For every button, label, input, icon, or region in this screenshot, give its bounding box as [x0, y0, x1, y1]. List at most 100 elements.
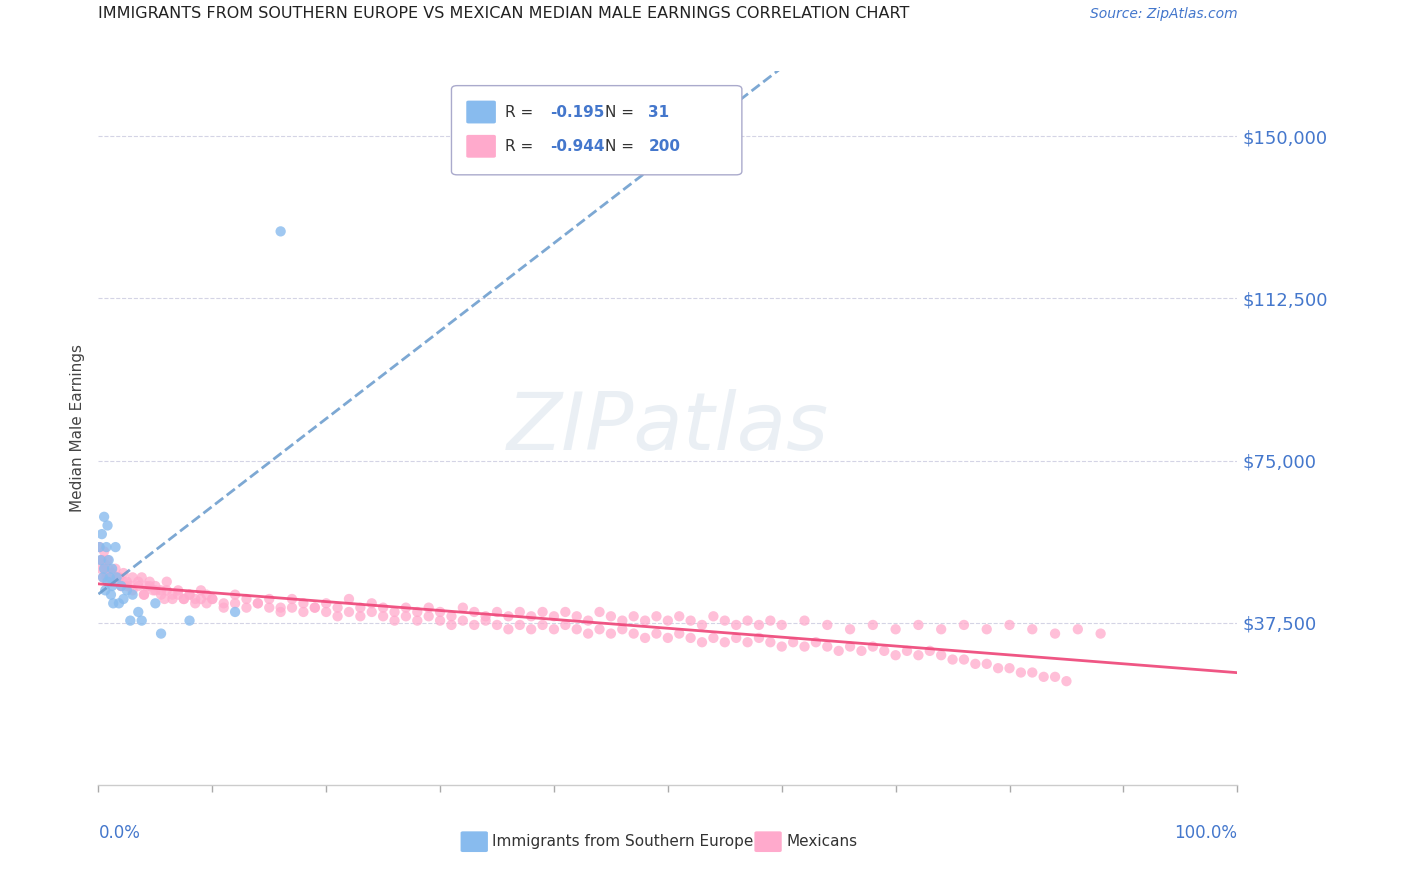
Point: [91, 570, 114, 584]
Point: [98, 570, 121, 584]
Point: [100, 588, 122, 602]
Point: [588, 605, 610, 619]
Point: [89, 540, 111, 554]
Point: [690, 635, 713, 649]
Point: [725, 618, 748, 632]
Point: [998, 661, 1021, 675]
Point: [828, 644, 851, 658]
Point: [486, 605, 509, 619]
Point: [108, 570, 131, 584]
Point: [101, 574, 124, 589]
Point: [96, 518, 118, 533]
Point: [1021, 665, 1043, 680]
Point: [121, 583, 143, 598]
Point: [101, 566, 124, 580]
Point: [224, 596, 246, 610]
Point: [1032, 670, 1054, 684]
Point: [96, 566, 118, 580]
Text: ZIPatlas: ZIPatlas: [506, 389, 830, 467]
Point: [371, 609, 394, 624]
Point: [184, 592, 207, 607]
Point: [520, 609, 543, 624]
Text: -0.944: -0.944: [551, 139, 605, 153]
Point: [576, 626, 599, 640]
Point: [429, 605, 451, 619]
Point: [105, 570, 128, 584]
Point: [463, 605, 485, 619]
Point: [623, 626, 645, 640]
Point: [91, 570, 114, 584]
Point: [349, 609, 371, 624]
Point: [104, 574, 127, 589]
Point: [93, 509, 115, 524]
Point: [112, 574, 135, 589]
Point: [93, 562, 115, 576]
Point: [162, 588, 184, 602]
Point: [96, 553, 118, 567]
Point: [839, 640, 862, 654]
Point: [702, 609, 724, 624]
Point: [201, 592, 224, 607]
Point: [668, 626, 690, 640]
Point: [918, 644, 941, 658]
Point: [531, 605, 554, 619]
Point: [138, 579, 160, 593]
Point: [737, 635, 759, 649]
Point: [190, 583, 212, 598]
Point: [112, 592, 135, 607]
Point: [782, 635, 804, 649]
Point: [531, 618, 554, 632]
Point: [108, 570, 131, 584]
Point: [90, 553, 112, 567]
Point: [90, 553, 112, 567]
Point: [679, 631, 702, 645]
Point: [440, 609, 463, 624]
Point: [725, 631, 748, 645]
Point: [451, 600, 474, 615]
Point: [103, 596, 125, 610]
Point: [179, 588, 201, 602]
Point: [929, 622, 952, 636]
Point: [486, 618, 509, 632]
Point: [929, 648, 952, 663]
Point: [315, 596, 337, 610]
Point: [543, 609, 565, 624]
Point: [862, 640, 884, 654]
FancyBboxPatch shape: [451, 86, 742, 175]
Point: [97, 553, 120, 567]
Point: [131, 614, 153, 628]
Point: [463, 618, 485, 632]
Point: [690, 618, 713, 632]
Point: [884, 648, 907, 663]
Point: [395, 600, 418, 615]
Point: [702, 631, 724, 645]
Point: [90, 553, 112, 567]
Point: [1043, 626, 1066, 640]
Point: [115, 574, 138, 589]
Point: [851, 644, 873, 658]
Point: [292, 605, 315, 619]
Point: [429, 614, 451, 628]
Point: [304, 600, 326, 615]
Point: [127, 605, 149, 619]
Point: [104, 540, 127, 554]
Point: [115, 583, 138, 598]
Point: [907, 648, 929, 663]
Text: 31: 31: [648, 104, 669, 120]
Point: [509, 618, 531, 632]
Point: [173, 592, 195, 607]
Point: [326, 600, 349, 615]
Point: [793, 640, 815, 654]
Point: [371, 600, 394, 615]
Point: [600, 609, 623, 624]
Point: [565, 609, 588, 624]
Text: Source: ZipAtlas.com: Source: ZipAtlas.com: [1090, 7, 1237, 21]
Point: [292, 596, 315, 610]
Point: [554, 605, 576, 619]
Point: [793, 614, 815, 628]
Point: [645, 609, 668, 624]
Point: [110, 579, 132, 593]
Point: [440, 618, 463, 632]
Point: [96, 570, 118, 584]
Point: [101, 579, 124, 593]
